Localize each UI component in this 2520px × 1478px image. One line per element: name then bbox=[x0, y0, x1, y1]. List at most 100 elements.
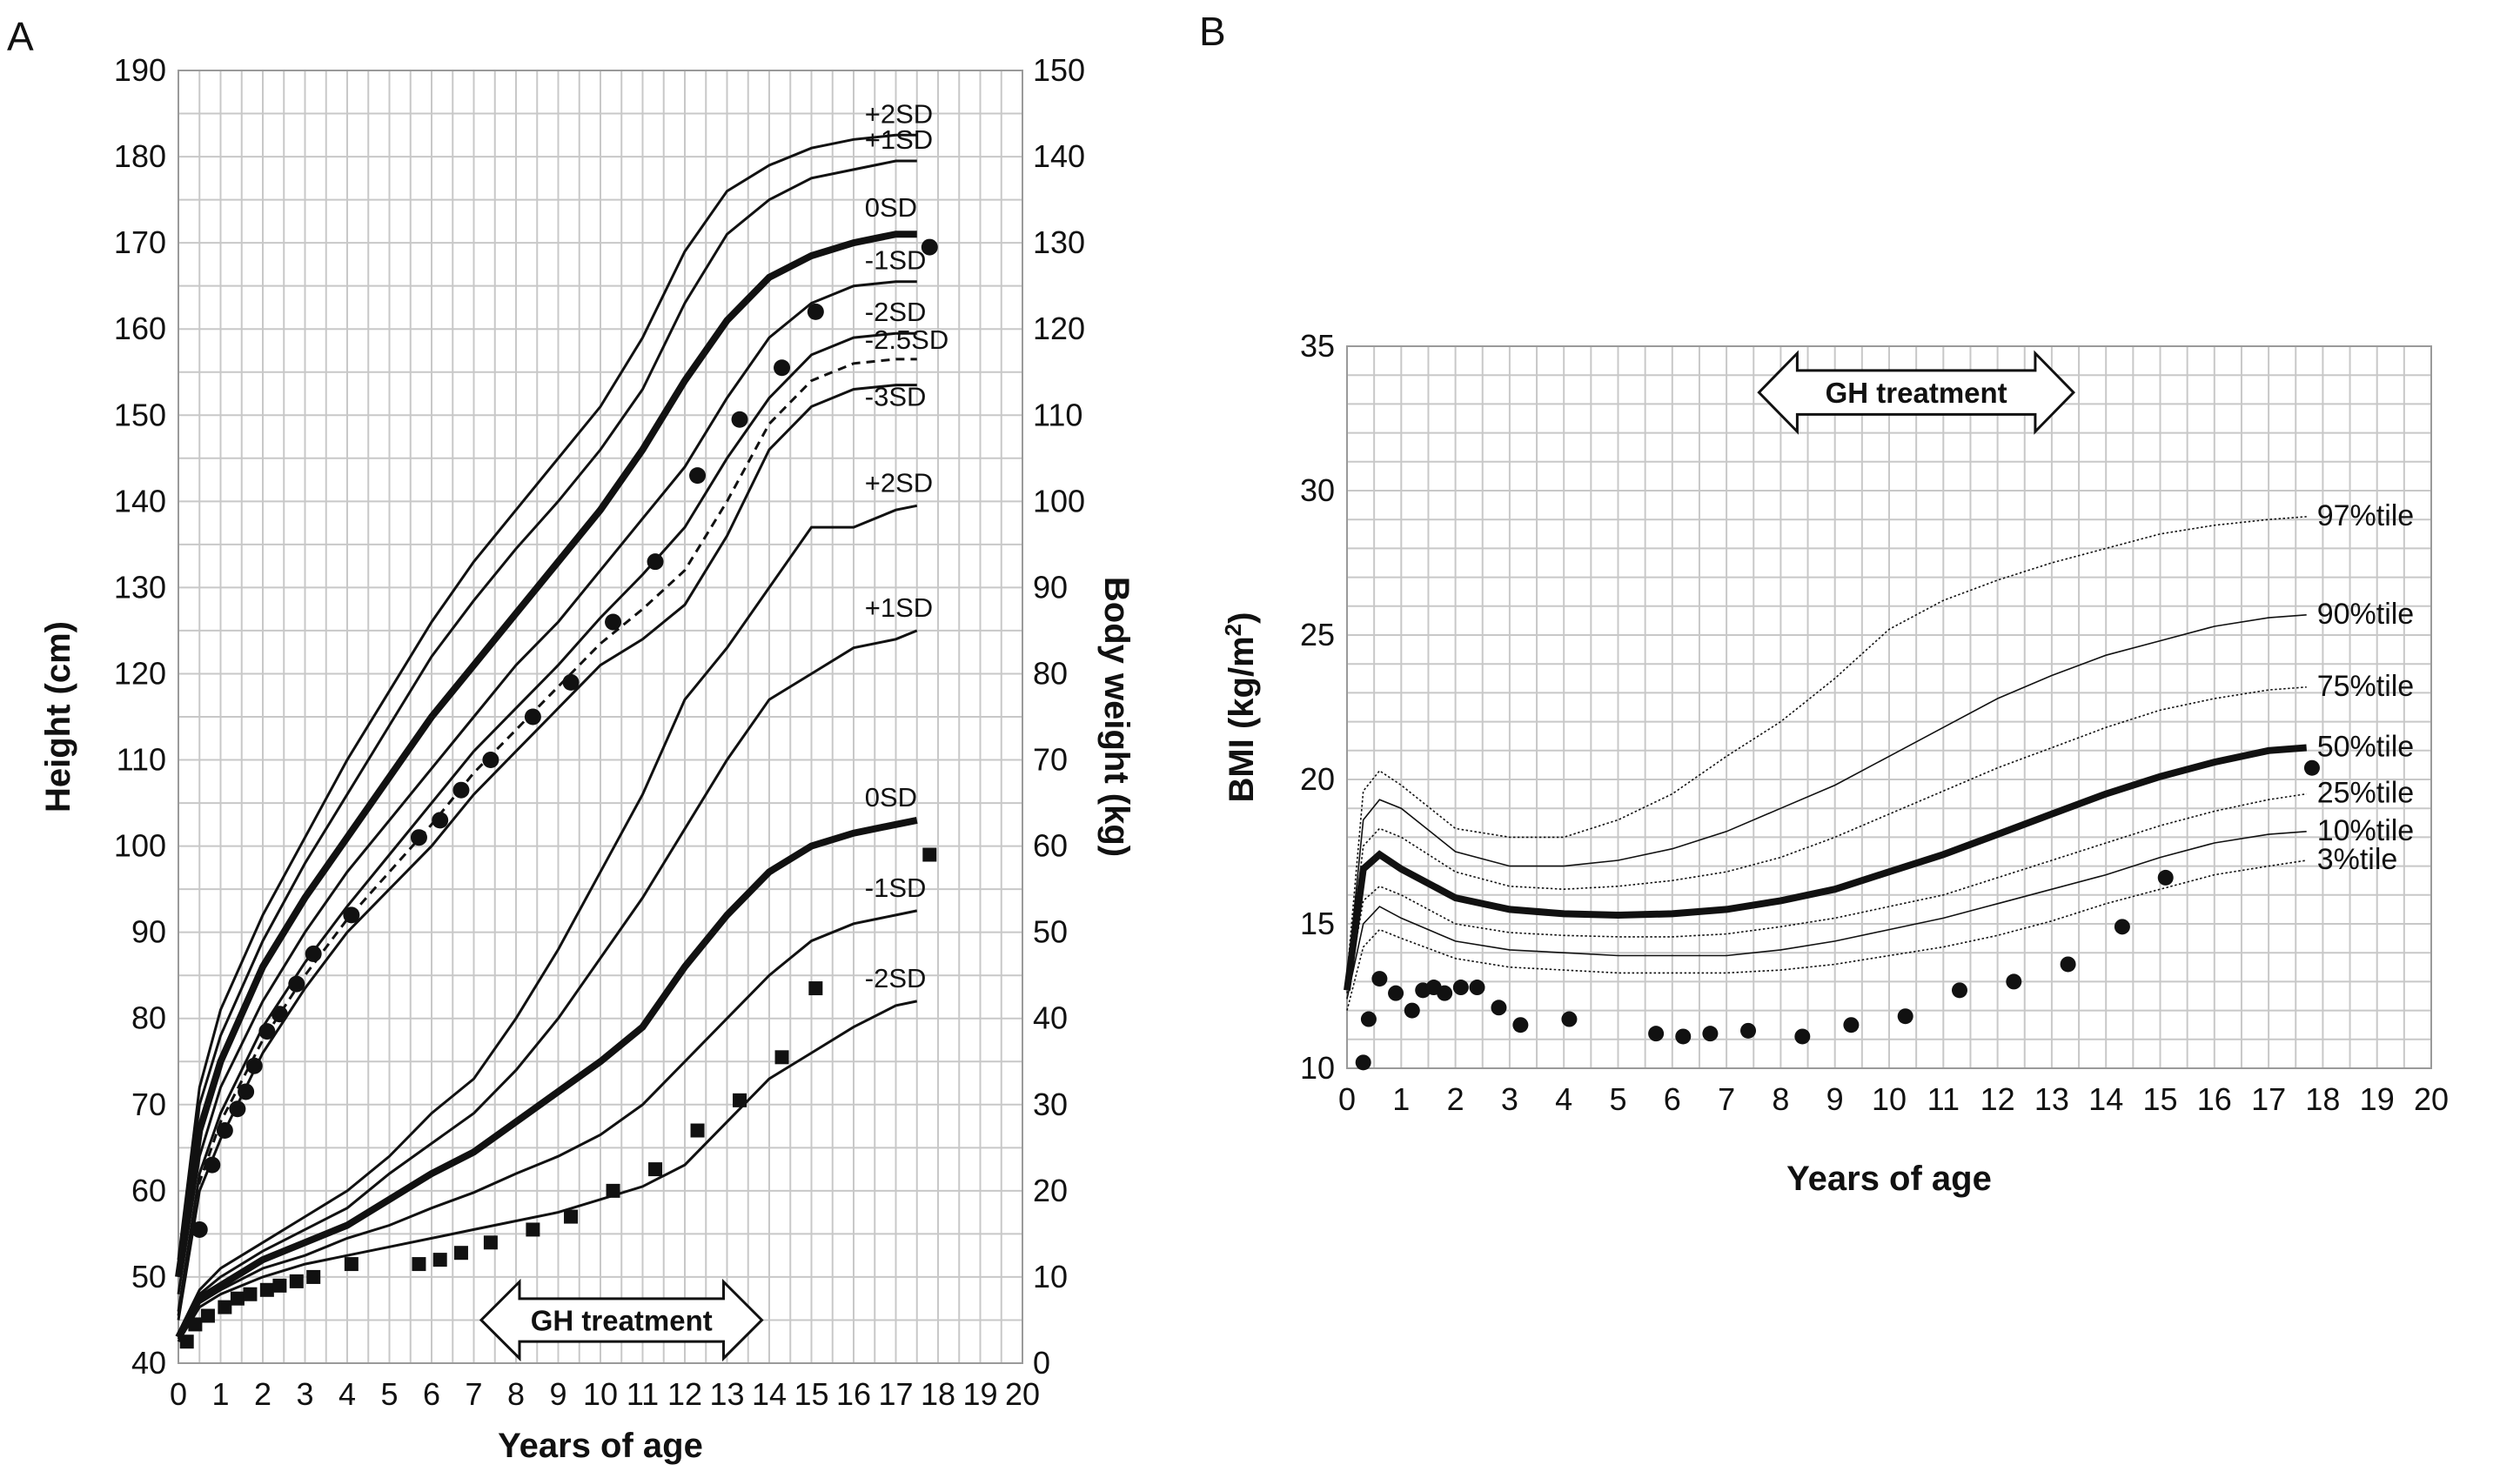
x-tick-label: 18 bbox=[921, 1376, 955, 1412]
weight-point bbox=[648, 1162, 663, 1177]
x-tick-label: 19 bbox=[2360, 1081, 2395, 1117]
weight-curve-label: -1SD bbox=[865, 873, 927, 903]
height-curve-0SD bbox=[175, 231, 917, 1278]
height-point bbox=[807, 303, 824, 320]
x-tick-label: 11 bbox=[627, 1376, 659, 1412]
x-tick-label: 6 bbox=[1664, 1081, 1681, 1117]
x-tick-label: 6 bbox=[423, 1376, 440, 1412]
y-tick-label: 140 bbox=[114, 483, 166, 518]
panel-b-label: B bbox=[1199, 9, 1226, 54]
y-tick-label: 120 bbox=[114, 655, 166, 691]
height-point bbox=[562, 673, 580, 691]
y-tick-label: 180 bbox=[114, 138, 166, 174]
y-tick-label: 80 bbox=[131, 1000, 166, 1036]
height-point bbox=[432, 812, 449, 829]
weight-point bbox=[606, 1183, 620, 1198]
height-point bbox=[921, 238, 938, 256]
height-point bbox=[245, 1057, 263, 1074]
y2-tick-label: 70 bbox=[1033, 742, 1068, 778]
y-axis-title-superscript: 2 bbox=[1220, 624, 1246, 636]
y-axis-title-close: ) bbox=[1223, 612, 1261, 624]
x-tick-label: 20 bbox=[1005, 1376, 1040, 1412]
bmi-point bbox=[1371, 971, 1388, 987]
height-curve--1SD bbox=[177, 280, 917, 1294]
x-tick-label: 8 bbox=[1772, 1081, 1789, 1117]
x-tick-label: 15 bbox=[2142, 1081, 2177, 1117]
x-tick-label: 10 bbox=[1872, 1081, 1907, 1117]
gh-treatment-arrow: GH treatment bbox=[1757, 350, 2075, 435]
bmi-curve-3%tile bbox=[1346, 859, 2307, 1011]
height-point bbox=[343, 906, 360, 924]
x-tick-label: 15 bbox=[794, 1376, 828, 1412]
x-tick-label: 17 bbox=[2251, 1081, 2286, 1117]
x-axis-title: Years of age bbox=[498, 1427, 703, 1465]
weight-curve--1SD bbox=[177, 909, 918, 1341]
bmi-point bbox=[2060, 956, 2076, 973]
y-axis-title: Height (cm) bbox=[39, 621, 77, 813]
bmi-point bbox=[1897, 1008, 1913, 1025]
bmi-point bbox=[1740, 1022, 1757, 1039]
bmi-point bbox=[2114, 919, 2130, 935]
height-curve-label: -2SD bbox=[865, 297, 927, 327]
height-point bbox=[288, 975, 305, 993]
bmi-curve-75%tile bbox=[1346, 686, 2307, 985]
height-point bbox=[229, 1100, 246, 1118]
weight-point bbox=[230, 1291, 245, 1306]
height-point bbox=[191, 1221, 208, 1238]
y2-tick-label: 60 bbox=[1033, 828, 1068, 864]
y-tick-label: 20 bbox=[1300, 761, 1335, 797]
weight-point bbox=[526, 1222, 540, 1237]
bmi-curve-label: 25%tile bbox=[2317, 777, 2415, 810]
x-tick-label: 2 bbox=[1447, 1081, 1464, 1117]
x-tick-label: 7 bbox=[1718, 1081, 1735, 1117]
x-tick-label: 9 bbox=[1826, 1081, 1844, 1117]
bmi-curve-90%tile bbox=[1346, 614, 2307, 982]
y-tick-label: 110 bbox=[117, 742, 166, 778]
bmi-curve-label: 3%tile bbox=[2317, 843, 2398, 876]
height-curve-+2SD bbox=[177, 133, 917, 1261]
height-point bbox=[410, 829, 427, 846]
double-arrow-icon bbox=[479, 1278, 764, 1362]
weight-point bbox=[412, 1257, 426, 1272]
weight-curve-+1SD bbox=[177, 629, 918, 1335]
x-tick-label: 8 bbox=[507, 1376, 525, 1412]
x-tick-label: 16 bbox=[2197, 1081, 2232, 1117]
weight-point bbox=[200, 1308, 215, 1323]
weight-point bbox=[432, 1253, 447, 1267]
weight-point bbox=[218, 1300, 232, 1314]
height-point bbox=[305, 945, 322, 962]
height-curve-label: +1SD bbox=[865, 124, 933, 155]
x-tick-label: 4 bbox=[338, 1376, 356, 1412]
y2-tick-label: 10 bbox=[1033, 1259, 1068, 1294]
x-tick-label: 0 bbox=[170, 1376, 187, 1412]
bmi-point bbox=[1794, 1028, 1811, 1045]
bmi-curve-50%tile bbox=[1344, 744, 2308, 991]
y-tick-label: 30 bbox=[1300, 472, 1335, 508]
y-tick-label: 150 bbox=[114, 397, 166, 432]
x-tick-label: 2 bbox=[254, 1376, 271, 1412]
bmi-point bbox=[1404, 1002, 1420, 1019]
y2-tick-label: 140 bbox=[1033, 138, 1085, 174]
bmi-point bbox=[1452, 980, 1469, 996]
y2-tick-label: 100 bbox=[1033, 483, 1085, 518]
y2-tick-label: 0 bbox=[1033, 1345, 1050, 1381]
bmi-point bbox=[2157, 869, 2174, 886]
x-tick-label: 3 bbox=[1501, 1081, 1518, 1117]
x-tick-label: 5 bbox=[1609, 1081, 1626, 1117]
x-tick-label: 10 bbox=[583, 1376, 618, 1412]
x-tick-label: 18 bbox=[2305, 1081, 2340, 1117]
bmi-curve-label: 90%tile bbox=[2317, 598, 2415, 631]
x-tick-label: 1 bbox=[211, 1376, 229, 1412]
weight-point bbox=[690, 1123, 705, 1138]
height-curve-label: -1SD bbox=[865, 245, 927, 276]
x-tick-label: 14 bbox=[2088, 1081, 2123, 1117]
height-curve-label: +2SD bbox=[865, 98, 933, 129]
bmi-curve-25%tile bbox=[1346, 793, 2307, 993]
x-tick-label: 16 bbox=[836, 1376, 871, 1412]
x-tick-label: 9 bbox=[549, 1376, 566, 1412]
y-tick-label: 10 bbox=[1300, 1050, 1335, 1086]
weight-point bbox=[564, 1209, 579, 1224]
weight-curve-label: +2SD bbox=[865, 467, 933, 498]
